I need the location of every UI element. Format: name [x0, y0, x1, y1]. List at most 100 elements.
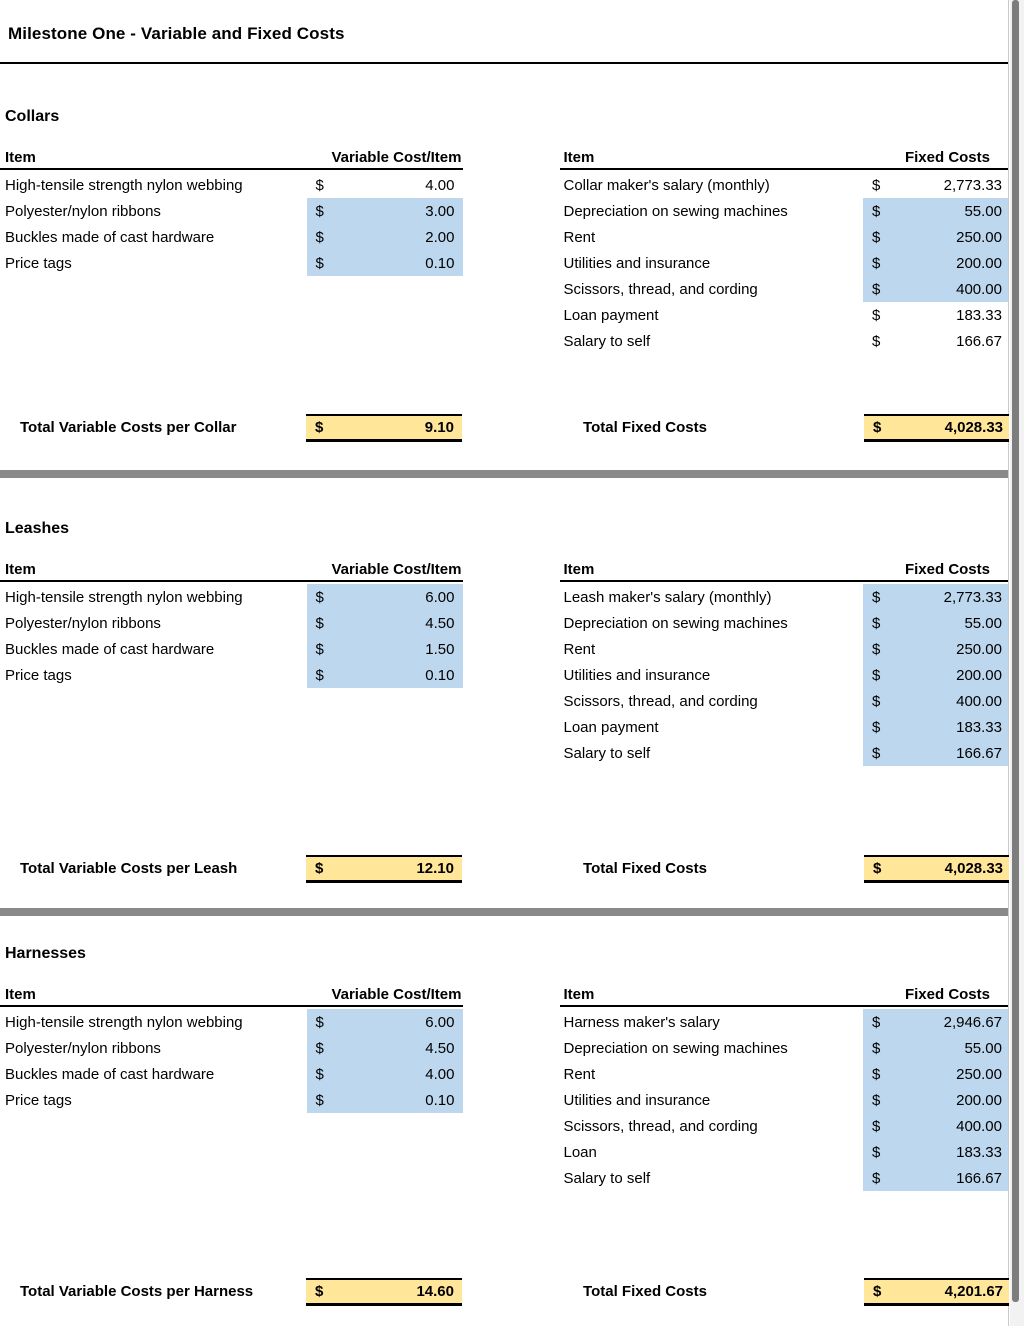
currency-symbol: $ [872, 280, 881, 298]
cost-value: 4.50 [425, 614, 455, 632]
cost-cell: $400.00 [863, 688, 1008, 714]
cost-value: 6.00 [425, 1013, 455, 1031]
item-label: Rent [563, 228, 596, 246]
table-row: Scissors, thread, and cording $400.00 [560, 688, 1008, 714]
total-fixed-value-cell: $4,028.33 [864, 855, 1009, 883]
currency-symbol: $ [872, 332, 881, 350]
total-fixed-label: Total Fixed Costs [583, 1283, 707, 1300]
currency-symbol: $ [872, 176, 881, 194]
table-body: Harness maker's salary $2,946.67 Depreci… [560, 1007, 1008, 1191]
total-fixed-value: 4,201.67 [944, 1283, 1003, 1300]
currency-symbol: $ [315, 1283, 324, 1300]
cost-value: 55.00 [964, 614, 1002, 632]
cost-cell: $166.67 [863, 328, 1008, 354]
item-label: High-tensile strength nylon webbing [5, 176, 243, 194]
section-leashes: Leashes Item Variable Cost/Item High-ten… [0, 520, 1009, 900]
section-tables: Item Variable Cost/Item High-tensile str… [0, 983, 1008, 1191]
table-row: Leash maker's salary (monthly) $2,773.33 [560, 584, 1008, 610]
cost-cell: $200.00 [863, 662, 1008, 688]
item-label: Polyester/nylon ribbons [5, 1039, 161, 1057]
cost-value: 166.67 [956, 1169, 1002, 1187]
total-fixed-value-cell: $4,201.67 [864, 1278, 1009, 1306]
scrollbar-thumb[interactable] [1012, 0, 1019, 1302]
item-label: Price tags [5, 666, 72, 684]
currency-symbol: $ [315, 1065, 324, 1083]
currency-symbol: $ [872, 254, 881, 272]
column-header-fixed-costs: Fixed Costs [904, 986, 990, 1003]
cost-value: 166.67 [956, 744, 1002, 762]
item-label: Leash maker's salary (monthly) [563, 588, 772, 606]
item-label: Polyester/nylon ribbons [5, 614, 161, 632]
cost-value: 183.33 [956, 1143, 1002, 1161]
currency-symbol: $ [872, 1169, 881, 1187]
cost-cell: $6.00 [306, 1009, 463, 1035]
currency-symbol: $ [315, 176, 324, 194]
variable-costs-table: Item Variable Cost/Item High-tensile str… [0, 983, 463, 1191]
currency-symbol: $ [872, 1039, 881, 1057]
cost-value: 2,946.67 [943, 1013, 1002, 1031]
currency-symbol: $ [872, 306, 881, 324]
cost-value: 4.00 [425, 1065, 455, 1083]
fixed-costs-table: Item Fixed Costs Collar maker's salary (… [559, 146, 1008, 354]
column-header-item: Item [563, 986, 595, 1003]
currency-symbol: $ [872, 640, 881, 658]
currency-symbol: $ [872, 202, 881, 220]
cost-value: 1.50 [425, 640, 455, 658]
item-label: Price tags [5, 254, 72, 272]
table-header-row: Item Fixed Costs [559, 146, 1008, 170]
column-header-fixed-costs: Fixed Costs [904, 561, 990, 578]
table-header-row: Item Variable Cost/Item [0, 983, 463, 1007]
table-body: High-tensile strength nylon webbing $4.0… [0, 170, 463, 276]
table-row: Rent $250.00 [560, 636, 1008, 662]
column-header-item: Item [563, 561, 595, 578]
table-row: Price tags $0.10 [0, 1087, 463, 1113]
cost-value: 55.00 [964, 1039, 1002, 1057]
item-label: Loan payment [563, 306, 659, 324]
table-row: Loan payment $183.33 [560, 714, 1008, 740]
cost-value: 250.00 [956, 228, 1002, 246]
cost-cell: $55.00 [863, 1035, 1008, 1061]
item-label: Scissors, thread, and cording [563, 692, 758, 710]
section-collars: Collars Item Variable Cost/Item High-ten… [0, 108, 1009, 468]
item-label: Buckles made of cast hardware [5, 640, 215, 658]
table-row: Salary to self $166.67 [560, 1165, 1008, 1191]
total-fixed-label: Total Fixed Costs [583, 419, 707, 436]
item-label: Salary to self [563, 1169, 651, 1187]
vertical-scrollbar[interactable] [1010, 0, 1024, 1326]
table-row: High-tensile strength nylon webbing $4.0… [0, 172, 463, 198]
cost-value: 183.33 [956, 718, 1002, 736]
table-header-row: Item Fixed Costs [559, 983, 1008, 1007]
table-body: Collar maker's salary (monthly) $2,773.3… [560, 170, 1008, 354]
cost-cell: $400.00 [863, 276, 1008, 302]
cost-value: 55.00 [964, 202, 1002, 220]
section-divider [0, 908, 1008, 916]
cost-value: 400.00 [956, 1117, 1002, 1135]
total-fixed-label: Total Fixed Costs [583, 860, 707, 877]
cost-value: 200.00 [956, 1091, 1002, 1109]
cost-cell: $55.00 [863, 610, 1008, 636]
cost-value: 2,773.33 [943, 588, 1002, 606]
cost-cell: $6.00 [306, 584, 463, 610]
table-row: Polyester/nylon ribbons $4.50 [0, 610, 463, 636]
total-variable-value: 14.60 [416, 1283, 454, 1300]
total-fixed-value: 4,028.33 [944, 860, 1003, 877]
column-header-item: Item [5, 986, 36, 1003]
item-label: Scissors, thread, and cording [563, 280, 758, 298]
cost-cell: $200.00 [863, 1087, 1008, 1113]
page-title: Milestone One - Variable and Fixed Costs [8, 24, 345, 43]
item-label: Salary to self [563, 744, 651, 762]
cost-cell: $166.67 [863, 1165, 1008, 1191]
cost-cell: $2,946.67 [863, 1009, 1008, 1035]
section-harnesses: Harnesses Item Variable Cost/Item High-t… [0, 945, 1009, 1320]
cost-cell: $250.00 [863, 1061, 1008, 1087]
table-body: Leash maker's salary (monthly) $2,773.33… [560, 582, 1008, 766]
variable-costs-table: Item Variable Cost/Item High-tensile str… [0, 558, 463, 766]
currency-symbol: $ [315, 614, 324, 632]
cost-cell: $4.00 [307, 172, 463, 198]
total-variable-value-cell: $9.10 [306, 414, 462, 442]
cost-cell: $1.50 [306, 636, 463, 662]
item-label: Buckles made of cast hardware [5, 228, 215, 246]
cost-cell: $3.00 [306, 198, 463, 224]
currency-symbol: $ [873, 860, 882, 877]
table-row: Buckles made of cast hardware $1.50 [0, 636, 463, 662]
